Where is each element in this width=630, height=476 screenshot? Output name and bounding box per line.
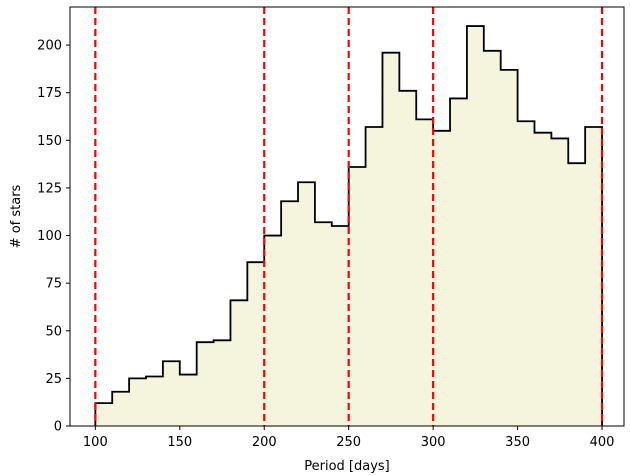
histogram-bar xyxy=(196,342,214,426)
y-tick-label: 50 xyxy=(45,324,62,339)
y-axis-label: # of stars xyxy=(9,184,24,248)
y-tick-label: 175 xyxy=(37,86,62,101)
y-tick-label: 0 xyxy=(54,420,62,435)
histogram-bar xyxy=(298,182,315,426)
histogram-bar xyxy=(281,201,299,426)
histogram-bar xyxy=(162,361,180,426)
histogram-bar xyxy=(264,235,282,426)
x-axis-label: Period [days] xyxy=(304,459,390,474)
histogram-bar xyxy=(348,166,366,426)
x-tick-label: 300 xyxy=(421,435,446,450)
histogram-bar xyxy=(450,98,467,426)
histogram-bar xyxy=(585,126,603,427)
histogram-bar xyxy=(534,132,552,426)
histogram-bar xyxy=(230,300,248,426)
histogram-bar xyxy=(95,403,113,426)
histogram-bar xyxy=(433,130,451,426)
histogram-bar xyxy=(382,52,400,426)
x-tick-label: 200 xyxy=(252,435,277,450)
histogram-bar xyxy=(466,26,484,427)
y-tick-label: 25 xyxy=(45,372,62,387)
histogram-bar xyxy=(112,391,130,426)
x-axis-ticks: 100 150 200 250 300 350 400 xyxy=(83,426,615,450)
histogram-bar xyxy=(331,226,349,426)
histogram-fill-layer xyxy=(95,26,603,427)
x-tick-label: 400 xyxy=(590,435,615,450)
histogram-bar xyxy=(500,69,518,426)
histogram-bar xyxy=(179,374,197,426)
histogram-bar xyxy=(568,163,586,426)
plot-frame xyxy=(69,6,625,427)
histogram-bar xyxy=(551,138,569,426)
y-tick-label: 75 xyxy=(45,277,62,292)
reference-lines-layer xyxy=(94,7,604,426)
histogram-bar xyxy=(416,119,434,427)
y-axis-ticks: 0 25 50 75 100 125 150 175 200 xyxy=(37,39,70,435)
histogram-bar xyxy=(517,121,535,426)
histogram-bar xyxy=(365,126,383,427)
y-tick-label: 125 xyxy=(37,181,62,196)
x-tick-label: 350 xyxy=(505,435,530,450)
histogram-bar xyxy=(314,222,332,426)
histogram-bar xyxy=(129,378,147,426)
y-tick-label: 200 xyxy=(37,39,62,54)
y-tick-label: 150 xyxy=(37,134,62,149)
histogram-bar xyxy=(399,90,417,427)
histogram-bar xyxy=(483,50,501,427)
y-tick-label: 100 xyxy=(37,229,62,244)
histogram-bar xyxy=(247,262,265,426)
histogram-bar xyxy=(213,340,231,426)
x-tick-label: 150 xyxy=(167,435,192,450)
histogram-bar xyxy=(146,376,163,426)
x-tick-label: 250 xyxy=(336,435,361,450)
x-tick-label: 100 xyxy=(83,435,108,450)
